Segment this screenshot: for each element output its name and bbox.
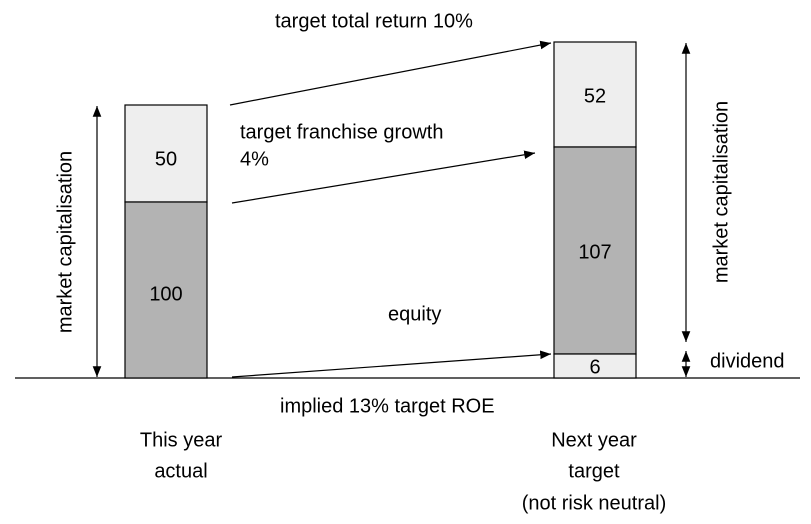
annotation: market capitalisation	[710, 101, 732, 283]
bar-segment	[553, 146, 637, 355]
segment-label: 100	[149, 283, 182, 305]
bar-caption: actual	[154, 460, 207, 482]
arrow	[229, 40, 552, 106]
bar-segment	[553, 353, 637, 379]
segment-label: 52	[584, 85, 606, 107]
annotation: target franchise growth	[240, 121, 443, 143]
segment-label: 50	[155, 148, 177, 170]
bar-segment	[124, 201, 208, 379]
segment-label: 6	[589, 356, 600, 378]
arrow	[231, 150, 536, 204]
arrow	[231, 350, 552, 378]
bar-caption: Next year	[551, 429, 637, 451]
annotation: target total return 10%	[275, 10, 473, 32]
bar-caption: (not risk neutral)	[522, 492, 667, 514]
bar-caption: This year	[140, 429, 223, 451]
annotation: implied 13% target ROE	[280, 395, 495, 417]
annotation: dividend	[710, 350, 785, 372]
annotation: equity	[388, 303, 441, 325]
annotation: market capitalisation	[54, 151, 76, 333]
bar-caption: target	[568, 460, 620, 482]
annotation: 4%	[240, 148, 269, 170]
segment-label: 107	[578, 241, 611, 263]
